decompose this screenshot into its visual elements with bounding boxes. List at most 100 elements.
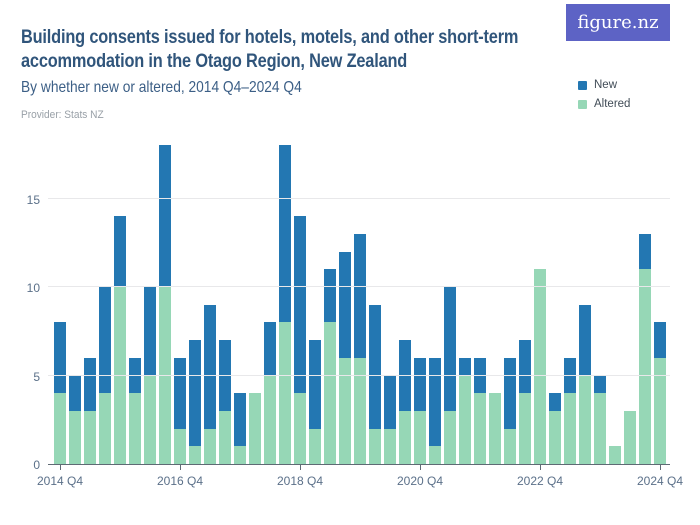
x-tick-2018-q4 — [299, 464, 301, 470]
bar-2020-q2[interactable] — [384, 375, 396, 464]
bar-2018-q1[interactable] — [249, 393, 261, 464]
bar-2024-q3[interactable] — [639, 233, 651, 464]
bar-segment-new — [594, 375, 606, 394]
figurenz-logo[interactable]: figure.nz — [566, 4, 670, 41]
bar-segment-altered — [639, 269, 651, 464]
bar-2015-q1[interactable] — [69, 375, 81, 464]
bar-segment-altered — [504, 428, 516, 464]
page-title-line1: Building consents issued for hotels, mot… — [21, 27, 519, 48]
gridline-15 — [48, 197, 670, 199]
bar-2017-q2[interactable] — [204, 304, 216, 464]
x-tick-2024-q4 — [659, 464, 661, 470]
bar-segment-new — [399, 340, 411, 411]
bar-2017-q4[interactable] — [234, 393, 246, 464]
bar-2016-q4[interactable] — [174, 357, 186, 464]
bar-2020-q4[interactable] — [414, 357, 426, 464]
bar-segment-altered — [69, 410, 81, 464]
bar-2021-q1[interactable] — [429, 357, 441, 464]
bar-2016-q3[interactable] — [159, 145, 171, 464]
bar-2015-q3[interactable] — [99, 287, 111, 464]
bar-segment-new — [654, 322, 666, 358]
x-tick-2022-q4 — [539, 464, 541, 470]
bar-2015-q4[interactable] — [114, 216, 126, 464]
bar-segment-altered — [174, 428, 186, 464]
x-tick-2016-q4 — [179, 464, 181, 470]
bar-segment-new — [234, 393, 246, 447]
gridline-10 — [48, 286, 670, 287]
bar-2017-q1[interactable] — [189, 340, 201, 464]
bar-2016-q2[interactable] — [144, 287, 156, 464]
bar-segment-altered — [264, 375, 276, 464]
bar-2024-q4[interactable] — [654, 322, 666, 464]
bar-2023-q2[interactable] — [564, 357, 576, 464]
bar-2018-q4[interactable] — [294, 216, 306, 464]
bar-segment-altered — [444, 410, 456, 464]
legend-label: Altered — [594, 98, 631, 110]
bar-2023-q3[interactable] — [579, 304, 591, 464]
bar-segment-altered — [459, 375, 471, 464]
bar-segment-altered — [54, 393, 66, 464]
bar-2022-q3[interactable] — [519, 340, 531, 464]
bar-segment-altered — [519, 393, 531, 464]
bar-2020-q1[interactable] — [369, 304, 381, 464]
bar-segment-altered — [294, 393, 306, 464]
bar-2024-q1[interactable] — [609, 446, 621, 464]
bar-segment-new — [459, 357, 471, 376]
bar-segment-new — [69, 375, 81, 411]
bar-2021-q4[interactable] — [474, 357, 486, 464]
bar-segment-new — [324, 269, 336, 323]
bar-2021-q2[interactable] — [444, 287, 456, 464]
bar-segment-altered — [564, 393, 576, 464]
bar-2023-q4[interactable] — [594, 375, 606, 464]
figurenz-logo-text: figure.nz — [577, 12, 659, 33]
bar-2024-q2[interactable] — [624, 410, 636, 464]
bar-segment-altered — [654, 357, 666, 464]
bar-2014-q4[interactable] — [54, 322, 66, 464]
bar-segment-new — [519, 340, 531, 394]
bar-segment-altered — [279, 322, 291, 464]
bar-segment-new — [144, 287, 156, 376]
bar-2020-q3[interactable] — [399, 340, 411, 464]
bar-2019-q2[interactable] — [324, 269, 336, 464]
bar-segment-altered — [309, 428, 321, 464]
bar-2021-q3[interactable] — [459, 357, 471, 464]
bar-segment-altered — [594, 393, 606, 464]
bar-segment-altered — [99, 393, 111, 464]
bar-segment-altered — [579, 375, 591, 464]
bar-2019-q3[interactable] — [339, 251, 351, 464]
bar-2022-q2[interactable] — [504, 357, 516, 464]
bar-segment-new — [99, 287, 111, 394]
bar-segment-altered — [129, 393, 141, 464]
bar-segment-new — [579, 304, 591, 376]
bar-segment-altered — [609, 446, 621, 464]
bar-2018-q2[interactable] — [264, 322, 276, 464]
bar-segment-altered — [474, 393, 486, 464]
legend-item-new[interactable]: New — [578, 79, 630, 91]
legend-swatch-new — [578, 80, 587, 90]
bar-segment-altered — [534, 269, 546, 464]
bar-2019-q1[interactable] — [309, 340, 321, 464]
bar-2017-q3[interactable] — [219, 340, 231, 464]
bar-segment-altered — [144, 375, 156, 464]
bar-segment-new — [444, 287, 456, 411]
bar-2022-q4[interactable] — [534, 269, 546, 464]
bar-2023-q1[interactable] — [549, 393, 561, 464]
chart-legend: New Altered — [578, 79, 630, 117]
bar-segment-new — [384, 375, 396, 429]
page-title: Building consents issued for hotels, mot… — [21, 26, 599, 74]
y-axis-label-5: 5 — [33, 369, 40, 384]
bar-2016-q1[interactable] — [129, 357, 141, 464]
bar-2018-q3[interactable] — [279, 145, 291, 464]
bar-segment-new — [114, 216, 126, 287]
legend-item-altered[interactable]: Altered — [578, 98, 630, 110]
bar-2022-q1[interactable] — [489, 393, 501, 464]
y-axis-label-15: 15 — [26, 192, 40, 207]
y-axis-label-0: 0 — [33, 458, 40, 472]
bar-segment-new — [639, 233, 651, 270]
bar-2019-q4[interactable] — [354, 233, 366, 464]
x-axis-label-2020-q4: 2020 Q4 — [396, 474, 444, 488]
y-axis-label-10: 10 — [26, 281, 40, 295]
bar-segment-new — [414, 357, 426, 411]
bar-segment-new — [129, 357, 141, 394]
bar-2015-q2[interactable] — [84, 357, 96, 464]
